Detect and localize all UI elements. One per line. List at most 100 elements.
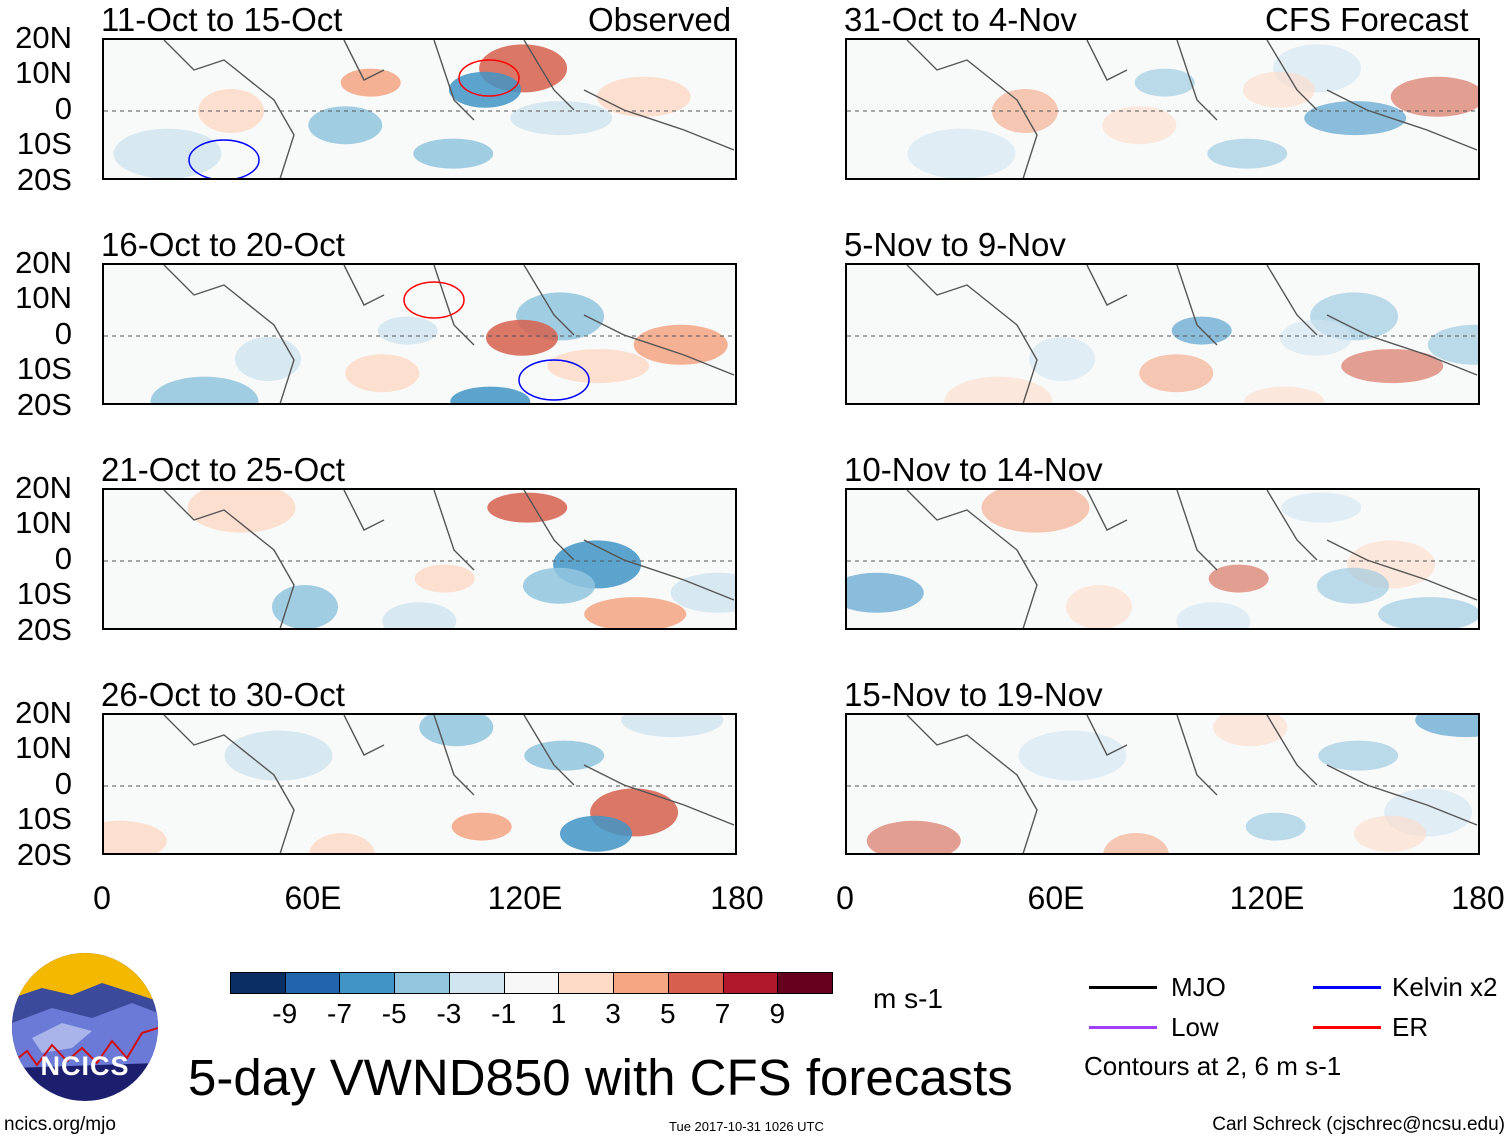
map-panel bbox=[845, 713, 1480, 855]
contour-note: Contours at 2, 6 m s-1 bbox=[1084, 1051, 1342, 1081]
anomaly-shading bbox=[451, 812, 512, 841]
coastline bbox=[906, 490, 1478, 628]
anomaly-shading bbox=[1281, 492, 1362, 523]
anomaly-shading bbox=[981, 490, 1090, 533]
forecast-label: CFS Forecast bbox=[1265, 1, 1469, 38]
low-line-icon bbox=[1089, 1026, 1157, 1029]
anomaly-shading bbox=[1103, 833, 1169, 853]
anomaly-shading bbox=[104, 820, 167, 853]
anomaly-shading bbox=[1304, 101, 1407, 136]
anomaly-shading bbox=[340, 68, 401, 97]
lat-tick: 10S bbox=[16, 351, 72, 386]
anomaly-shading bbox=[1018, 730, 1127, 781]
anomaly-shading bbox=[272, 585, 338, 628]
lon-tick: 0 bbox=[836, 880, 854, 916]
lon-tick: 180 bbox=[710, 880, 764, 916]
logo: NCICS bbox=[12, 953, 158, 1101]
lon-tick: 120E bbox=[1229, 880, 1305, 916]
anomaly-shading bbox=[621, 715, 724, 738]
mjo-line-icon bbox=[1089, 986, 1157, 989]
anomaly-shading bbox=[1378, 597, 1478, 628]
colorbar-swatch bbox=[284, 972, 341, 994]
anomaly-shading bbox=[413, 138, 494, 169]
kelvin-contour bbox=[518, 359, 590, 401]
anomaly-shading bbox=[224, 730, 333, 781]
map-panel bbox=[845, 38, 1480, 180]
colorbar-label: -9 bbox=[272, 998, 298, 1029]
anomaly-shading bbox=[1207, 138, 1288, 169]
anomaly-shading bbox=[308, 106, 383, 145]
anomaly-shading bbox=[1317, 567, 1389, 604]
logo-text: NCICS bbox=[40, 1051, 130, 1081]
colorbar-swatch bbox=[722, 972, 779, 994]
coastline bbox=[906, 40, 1478, 178]
lat-tick: 10S bbox=[16, 126, 72, 161]
anomaly-shading bbox=[907, 128, 1016, 178]
colorbar-swatch bbox=[339, 972, 396, 994]
anomaly-shading bbox=[487, 492, 568, 523]
colorbar-label: 3 bbox=[605, 998, 621, 1029]
lat-tick: 20N bbox=[15, 245, 72, 280]
coastline bbox=[163, 715, 735, 853]
er-contour bbox=[403, 281, 465, 319]
panel-title: 31-Oct to 4-Nov bbox=[844, 1, 1077, 38]
coastline bbox=[163, 490, 735, 628]
anomaly-shading bbox=[1354, 815, 1426, 852]
anomaly-shading bbox=[1341, 349, 1444, 384]
anomaly-shading bbox=[510, 101, 613, 136]
legend-er: ER bbox=[1392, 1012, 1429, 1042]
map-panel bbox=[845, 263, 1480, 405]
lat-tick: 0 bbox=[54, 316, 72, 351]
anomaly-shading bbox=[866, 820, 961, 853]
lat-tick: 20S bbox=[16, 387, 72, 422]
er-line-icon bbox=[1313, 1026, 1381, 1029]
colorbar-label: -3 bbox=[436, 998, 462, 1029]
colorbar-swatch bbox=[503, 972, 560, 994]
anomaly-shading bbox=[523, 567, 595, 604]
lon-tick: 120E bbox=[487, 880, 563, 916]
lon-tick: 0 bbox=[93, 880, 111, 916]
legend-mjo: MJO bbox=[1171, 972, 1226, 1002]
anomaly-shading bbox=[235, 337, 301, 381]
anomaly-shading bbox=[1066, 585, 1132, 628]
colorbar-label: -5 bbox=[381, 998, 407, 1029]
legend-low: Low bbox=[1171, 1012, 1219, 1042]
lon-tick: 60E bbox=[1027, 880, 1085, 916]
anomaly-shading bbox=[584, 597, 687, 628]
anomaly-shading bbox=[345, 354, 420, 393]
anomaly-shading bbox=[1134, 68, 1195, 97]
anomaly-shading bbox=[1029, 337, 1095, 381]
kelvin-contour bbox=[188, 139, 260, 178]
anomaly-shading bbox=[150, 376, 259, 403]
anomaly-shading bbox=[419, 715, 494, 747]
lat-tick: 10S bbox=[16, 576, 72, 611]
coastline bbox=[906, 265, 1478, 403]
colorbar-units: m s-1 bbox=[873, 983, 943, 1014]
er-contour bbox=[458, 59, 520, 97]
colorbar-swatch bbox=[558, 972, 615, 994]
anomaly-shading bbox=[377, 316, 438, 345]
anomaly-shading bbox=[382, 602, 457, 628]
lat-tick: 20S bbox=[16, 162, 72, 197]
anomaly-shading bbox=[1208, 564, 1269, 593]
colorbar-swatch bbox=[230, 972, 286, 994]
footer-author: Carl Schreck (cjschrec@ncsu.edu) bbox=[1212, 1114, 1505, 1135]
lat-tick: 10S bbox=[16, 801, 72, 836]
anomaly-shading bbox=[633, 324, 728, 365]
anomaly-shading bbox=[524, 740, 605, 771]
colorbar-label: 7 bbox=[714, 998, 731, 1029]
panel-title: 5-Nov to 9-Nov bbox=[844, 226, 1066, 263]
lat-tick: 20S bbox=[16, 612, 72, 647]
colorbar-label: -7 bbox=[327, 998, 352, 1029]
anomaly-shading bbox=[1243, 71, 1315, 108]
lon-tick: 60E bbox=[284, 880, 342, 916]
anomaly-shading bbox=[1427, 324, 1478, 365]
anomaly-shading bbox=[1415, 715, 1478, 738]
coastline bbox=[906, 715, 1478, 853]
figure-title: 5-day VWND850 with CFS forecasts bbox=[188, 1049, 1013, 1106]
map-panel bbox=[102, 263, 737, 405]
lat-tick: 10N bbox=[15, 280, 72, 315]
lat-tick: 20S bbox=[16, 837, 72, 872]
anomaly-shading bbox=[1102, 106, 1177, 145]
